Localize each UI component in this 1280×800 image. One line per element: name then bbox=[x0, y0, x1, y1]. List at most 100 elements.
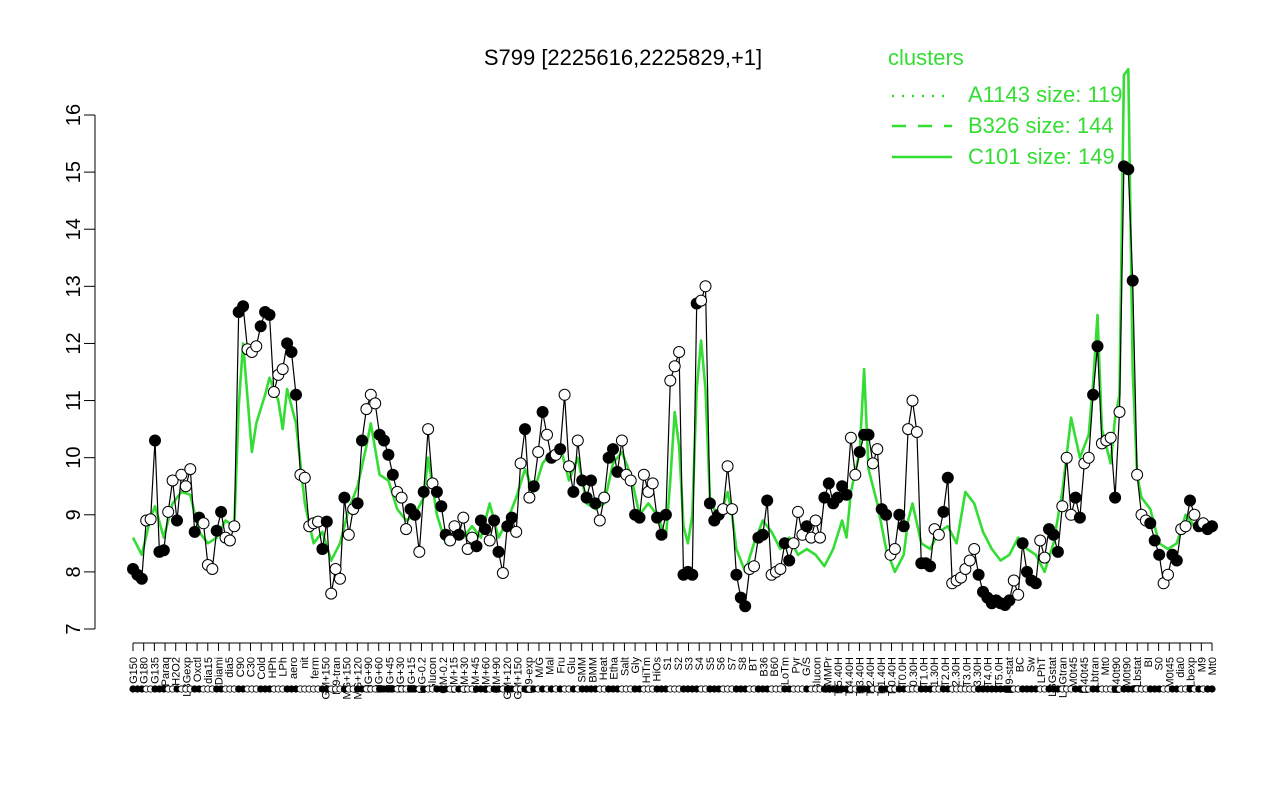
data-point bbox=[320, 515, 333, 528]
data-point bbox=[228, 520, 241, 533]
x-tick-label: S7 bbox=[726, 657, 738, 670]
x-tick-label: M40t45 bbox=[1079, 657, 1091, 694]
x-tick-label: SMM bbox=[577, 657, 589, 683]
data-point bbox=[1144, 517, 1157, 530]
data-point bbox=[774, 563, 787, 575]
data-point bbox=[1131, 468, 1144, 481]
data-point bbox=[554, 443, 567, 456]
data-point bbox=[589, 497, 602, 510]
data-point bbox=[505, 511, 518, 524]
data-point bbox=[1153, 548, 1166, 561]
data-point bbox=[197, 517, 210, 530]
data-point bbox=[968, 543, 981, 555]
data-point bbox=[853, 446, 866, 458]
legend-entry-2: B326 size: 144 bbox=[968, 113, 1114, 138]
x-tick-label: MG+90 bbox=[363, 657, 375, 693]
x-tick-label: Gly bbox=[630, 657, 642, 674]
x-tick-label: Glucon bbox=[812, 657, 824, 692]
data-point bbox=[893, 508, 906, 521]
data-point bbox=[972, 568, 985, 581]
x-tick-label: Lbstat bbox=[1132, 657, 1144, 687]
data-point bbox=[1126, 274, 1139, 287]
data-point bbox=[699, 280, 712, 293]
data-point bbox=[800, 520, 813, 533]
data-point bbox=[413, 545, 426, 558]
data-point bbox=[897, 520, 910, 533]
data-point bbox=[637, 468, 650, 481]
data-point bbox=[686, 568, 699, 581]
x-tick-label: ferm bbox=[310, 657, 322, 679]
x-tick-label: MG+15 bbox=[406, 657, 418, 693]
data-point bbox=[378, 434, 390, 447]
data-point bbox=[452, 528, 465, 541]
data-point bbox=[1012, 588, 1025, 601]
data-point bbox=[479, 523, 492, 536]
x-tick-label: Diami bbox=[213, 657, 225, 685]
data-point bbox=[290, 388, 302, 401]
data-point bbox=[1087, 388, 1100, 401]
data-point bbox=[175, 468, 188, 481]
legend-entry-1: A1143 size: 119 bbox=[968, 82, 1123, 107]
data-point bbox=[814, 531, 826, 544]
data-point bbox=[871, 443, 884, 456]
y-tick-label: 9 bbox=[63, 509, 85, 520]
data-point bbox=[567, 485, 580, 498]
data-point bbox=[963, 554, 976, 567]
data-point bbox=[761, 494, 774, 507]
data-point bbox=[360, 403, 373, 416]
x-tick-label: G180 bbox=[139, 657, 151, 684]
x-tick-label: T4.0H bbox=[983, 657, 995, 687]
y-tick-label: 16 bbox=[63, 104, 85, 126]
data-point bbox=[558, 388, 571, 401]
data-point bbox=[659, 508, 672, 521]
data-point bbox=[400, 523, 413, 536]
x-tick-label: T1.30H bbox=[929, 657, 941, 693]
data-point bbox=[615, 434, 628, 447]
y-tick-label: 13 bbox=[63, 275, 85, 297]
data-point bbox=[1016, 537, 1029, 550]
data-point bbox=[171, 514, 183, 527]
data-point bbox=[739, 600, 752, 613]
rug-marker bbox=[1208, 685, 1216, 693]
data-point bbox=[210, 524, 223, 537]
data-point bbox=[382, 448, 395, 461]
data-point bbox=[593, 514, 606, 527]
data-point bbox=[1162, 568, 1174, 581]
x-tick-label: S6 bbox=[716, 657, 728, 670]
data-point bbox=[1034, 534, 1047, 547]
data-point bbox=[668, 360, 681, 373]
x-tick-label: T2.30H bbox=[951, 657, 963, 693]
data-point bbox=[906, 394, 919, 407]
data-point bbox=[510, 525, 523, 538]
data-point bbox=[607, 443, 619, 456]
data-point bbox=[809, 514, 822, 527]
data-point bbox=[844, 431, 857, 444]
x-tick-label: Pyr bbox=[790, 657, 802, 674]
data-point bbox=[215, 505, 228, 518]
x-tick-label: T3.0H bbox=[961, 657, 973, 687]
x-tick-label: HiTm bbox=[641, 657, 653, 683]
data-point bbox=[541, 428, 553, 441]
data-point bbox=[188, 525, 201, 538]
data-point bbox=[756, 528, 769, 541]
x-tick-label: GM+15 bbox=[448, 657, 460, 693]
data-point bbox=[1109, 491, 1122, 504]
y-tick-label: 14 bbox=[63, 218, 85, 240]
data-point bbox=[792, 505, 804, 518]
data-point bbox=[334, 572, 346, 585]
plot-area bbox=[127, 68, 1218, 613]
x-tick-label: MG+60 bbox=[374, 657, 386, 693]
x-tick-label: Paraq bbox=[160, 657, 172, 686]
data-point bbox=[496, 567, 509, 579]
data-point bbox=[276, 363, 289, 376]
data-point bbox=[748, 560, 760, 573]
y-tick-label: 15 bbox=[63, 161, 85, 183]
x-tick-label: Mt0 bbox=[1207, 657, 1219, 675]
data-point bbox=[598, 491, 611, 504]
data-point bbox=[356, 434, 368, 447]
data-point bbox=[580, 491, 593, 504]
data-point bbox=[1091, 340, 1104, 353]
x-tick-label: GM-0.2 bbox=[438, 657, 450, 694]
data-point bbox=[1029, 577, 1042, 590]
x-tick-label: BC bbox=[1015, 657, 1027, 672]
